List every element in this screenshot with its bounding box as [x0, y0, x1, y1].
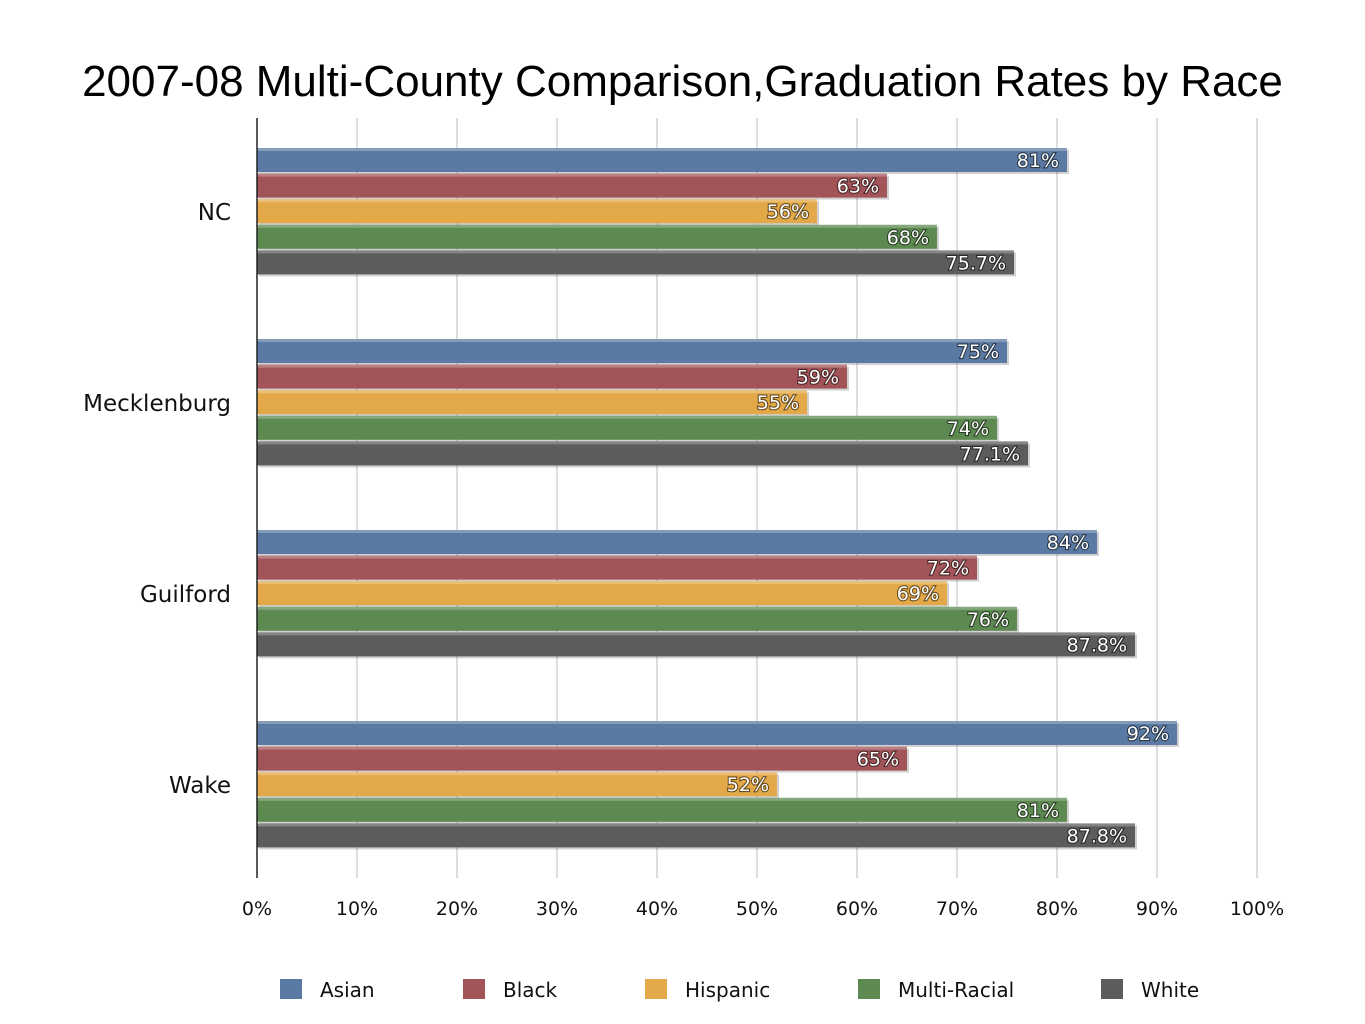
- bar-highlight: [257, 199, 817, 203]
- legend-swatch-multi-racial: [858, 979, 880, 999]
- data-label: 74%: [947, 418, 989, 440]
- x-tick-label: 20%: [436, 898, 478, 920]
- category-label: Mecklenburg: [83, 391, 231, 417]
- x-tick-label: 40%: [636, 898, 678, 920]
- data-label: 76%: [967, 609, 1009, 631]
- bar-asian-mecklenburg: [257, 339, 1007, 363]
- legend: Asian Black Hispanic Multi-Racial White: [280, 978, 1199, 1002]
- bar-hispanic-guilford: [257, 581, 947, 606]
- bar-white-guilford: [257, 632, 1135, 657]
- data-label: 55%: [757, 392, 799, 414]
- data-label: 92%: [1127, 723, 1169, 745]
- bar-highlight: [257, 224, 937, 228]
- bar-white-nc: [257, 250, 1014, 275]
- legend-swatch-white: [1101, 979, 1123, 999]
- bar-highlight: [257, 148, 1067, 151]
- x-tick-label: 50%: [736, 898, 778, 920]
- axes: 0% 10% 20% 30% 40% 50% 60% 70% 80% 90% 100% NC Meckl…: [83, 118, 1284, 920]
- bar-highlight: [257, 823, 1135, 827]
- bar-multi-racial-mecklenburg: [257, 415, 997, 440]
- bar-black-mecklenburg: [257, 364, 847, 389]
- x-tick-label: 30%: [536, 898, 578, 920]
- data-label: 63%: [837, 176, 879, 198]
- bar-multi-racial-guilford: [257, 606, 1017, 631]
- bar-highlight: [257, 364, 847, 368]
- x-tick-label: 0%: [242, 898, 272, 920]
- legend-label: Multi-Racial: [898, 978, 1014, 1002]
- bar-highlight: [257, 339, 1007, 342]
- bar-multi-racial-wake: [257, 797, 1067, 822]
- bar-hispanic-wake: [257, 772, 777, 797]
- data-label: 56%: [767, 201, 809, 223]
- data-label: 81%: [1017, 800, 1059, 822]
- x-tick-label: 10%: [336, 898, 378, 920]
- bar-black-guilford: [257, 555, 977, 580]
- bar-hispanic-nc: [257, 199, 817, 224]
- bar-highlight: [257, 721, 1177, 724]
- data-label: 84%: [1047, 532, 1089, 554]
- x-tick-label: 80%: [1036, 898, 1078, 920]
- legend-label: Black: [503, 978, 558, 1002]
- data-label: 77.1%: [960, 443, 1020, 465]
- bar-highlight: [257, 606, 1017, 610]
- legend-swatch-hispanic: [645, 979, 667, 999]
- data-label: 81%: [1017, 150, 1059, 172]
- bar-highlight: [257, 581, 947, 585]
- bar-highlight: [257, 250, 1014, 254]
- legend-swatch-black: [463, 979, 485, 999]
- x-tick-label: 70%: [936, 898, 978, 920]
- legend-swatch-asian: [280, 979, 302, 999]
- data-label: 75%: [957, 341, 999, 363]
- bar-highlight: [257, 797, 1067, 801]
- bar-hispanic-mecklenburg: [257, 390, 807, 415]
- legend-label: Hispanic: [685, 978, 770, 1002]
- bar-black-nc: [257, 173, 887, 198]
- bars: 81% 63% 56% 68% 75.7% 75% 59% 55% 74% 77.1% 84% 72%…: [257, 148, 1179, 850]
- data-label: 65%: [857, 749, 899, 771]
- chart-title: 2007-08 Multi-County Comparison,Graduati…: [82, 57, 1283, 106]
- bar-highlight: [257, 555, 977, 559]
- bar-white-mecklenburg: [257, 441, 1028, 466]
- data-label: 72%: [927, 558, 969, 580]
- data-label: 69%: [897, 583, 939, 605]
- bar-highlight: [257, 415, 997, 419]
- data-label: 75.7%: [946, 252, 1006, 274]
- bar-highlight: [257, 530, 1097, 533]
- category-label: NC: [198, 200, 231, 226]
- bar-asian-guilford: [257, 530, 1097, 554]
- bar-asian-nc: [257, 148, 1067, 172]
- legend-label: White: [1141, 978, 1199, 1002]
- x-tick-label: 100%: [1230, 898, 1284, 920]
- data-label: 59%: [797, 367, 839, 389]
- data-label: 52%: [727, 774, 769, 796]
- data-label: 68%: [887, 227, 929, 249]
- bar-highlight: [257, 173, 887, 177]
- bar-highlight: [257, 390, 807, 394]
- x-tick-label: 90%: [1136, 898, 1178, 920]
- category-label: Guilford: [140, 582, 231, 608]
- bar-white-wake: [257, 823, 1135, 848]
- bar-highlight: [257, 441, 1028, 445]
- bar-black-wake: [257, 746, 907, 771]
- bar-asian-wake: [257, 721, 1177, 745]
- bar-multi-racial-nc: [257, 224, 937, 249]
- bar-highlight: [257, 632, 1135, 636]
- bar-highlight: [257, 772, 777, 776]
- category-label: Wake: [169, 773, 231, 799]
- legend-label: Asian: [320, 978, 375, 1002]
- x-tick-label: 60%: [836, 898, 878, 920]
- bar-highlight: [257, 746, 907, 750]
- data-label: 87.8%: [1067, 825, 1127, 847]
- data-label: 87.8%: [1067, 634, 1127, 656]
